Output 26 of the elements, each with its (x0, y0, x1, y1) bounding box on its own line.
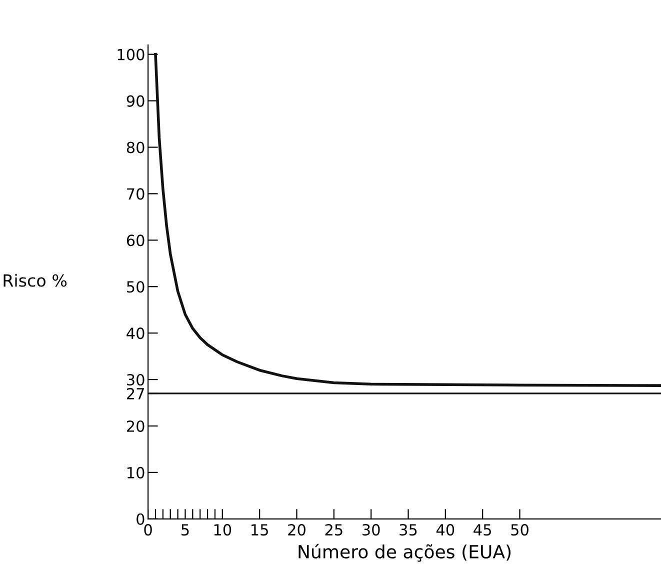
x-axis-title: Número de ações (EUA) (298, 544, 511, 562)
y-tick-label: 100 (118, 48, 144, 60)
y-tick-label: 70 (127, 188, 144, 200)
y-tick-label: 80 (126, 142, 144, 154)
x-tick-label: 45 (474, 524, 491, 536)
y-tick-label: 30 (127, 374, 144, 386)
y-tick-label: 40 (126, 328, 144, 340)
y-tick-label: 90 (126, 95, 144, 107)
y-tick-label: 20 (126, 420, 144, 432)
x-tick-label: 5 (182, 524, 189, 536)
line-series (154, 52, 661, 387)
y-axis-title: Risco % (4, 274, 67, 287)
y-tick-label: 27 (126, 388, 144, 400)
y-tick-label: 60 (126, 234, 144, 246)
x-tick-label: 30 (362, 524, 380, 536)
y-tick-label: 10 (128, 466, 144, 478)
x-tick-label: 10 (214, 524, 232, 536)
y-tick-label: 50 (127, 281, 144, 293)
x-tick-label: 50 (511, 524, 528, 536)
x-tick-label: 0 (144, 524, 152, 536)
x-tick-label: 40 (436, 524, 454, 536)
x-tick-label: 15 (252, 524, 268, 536)
y-tick-label: 0 (136, 513, 144, 525)
x-tick-label: 35 (400, 524, 417, 536)
x-tick-label: 20 (288, 524, 306, 536)
x-tick-label: 25 (325, 524, 342, 536)
